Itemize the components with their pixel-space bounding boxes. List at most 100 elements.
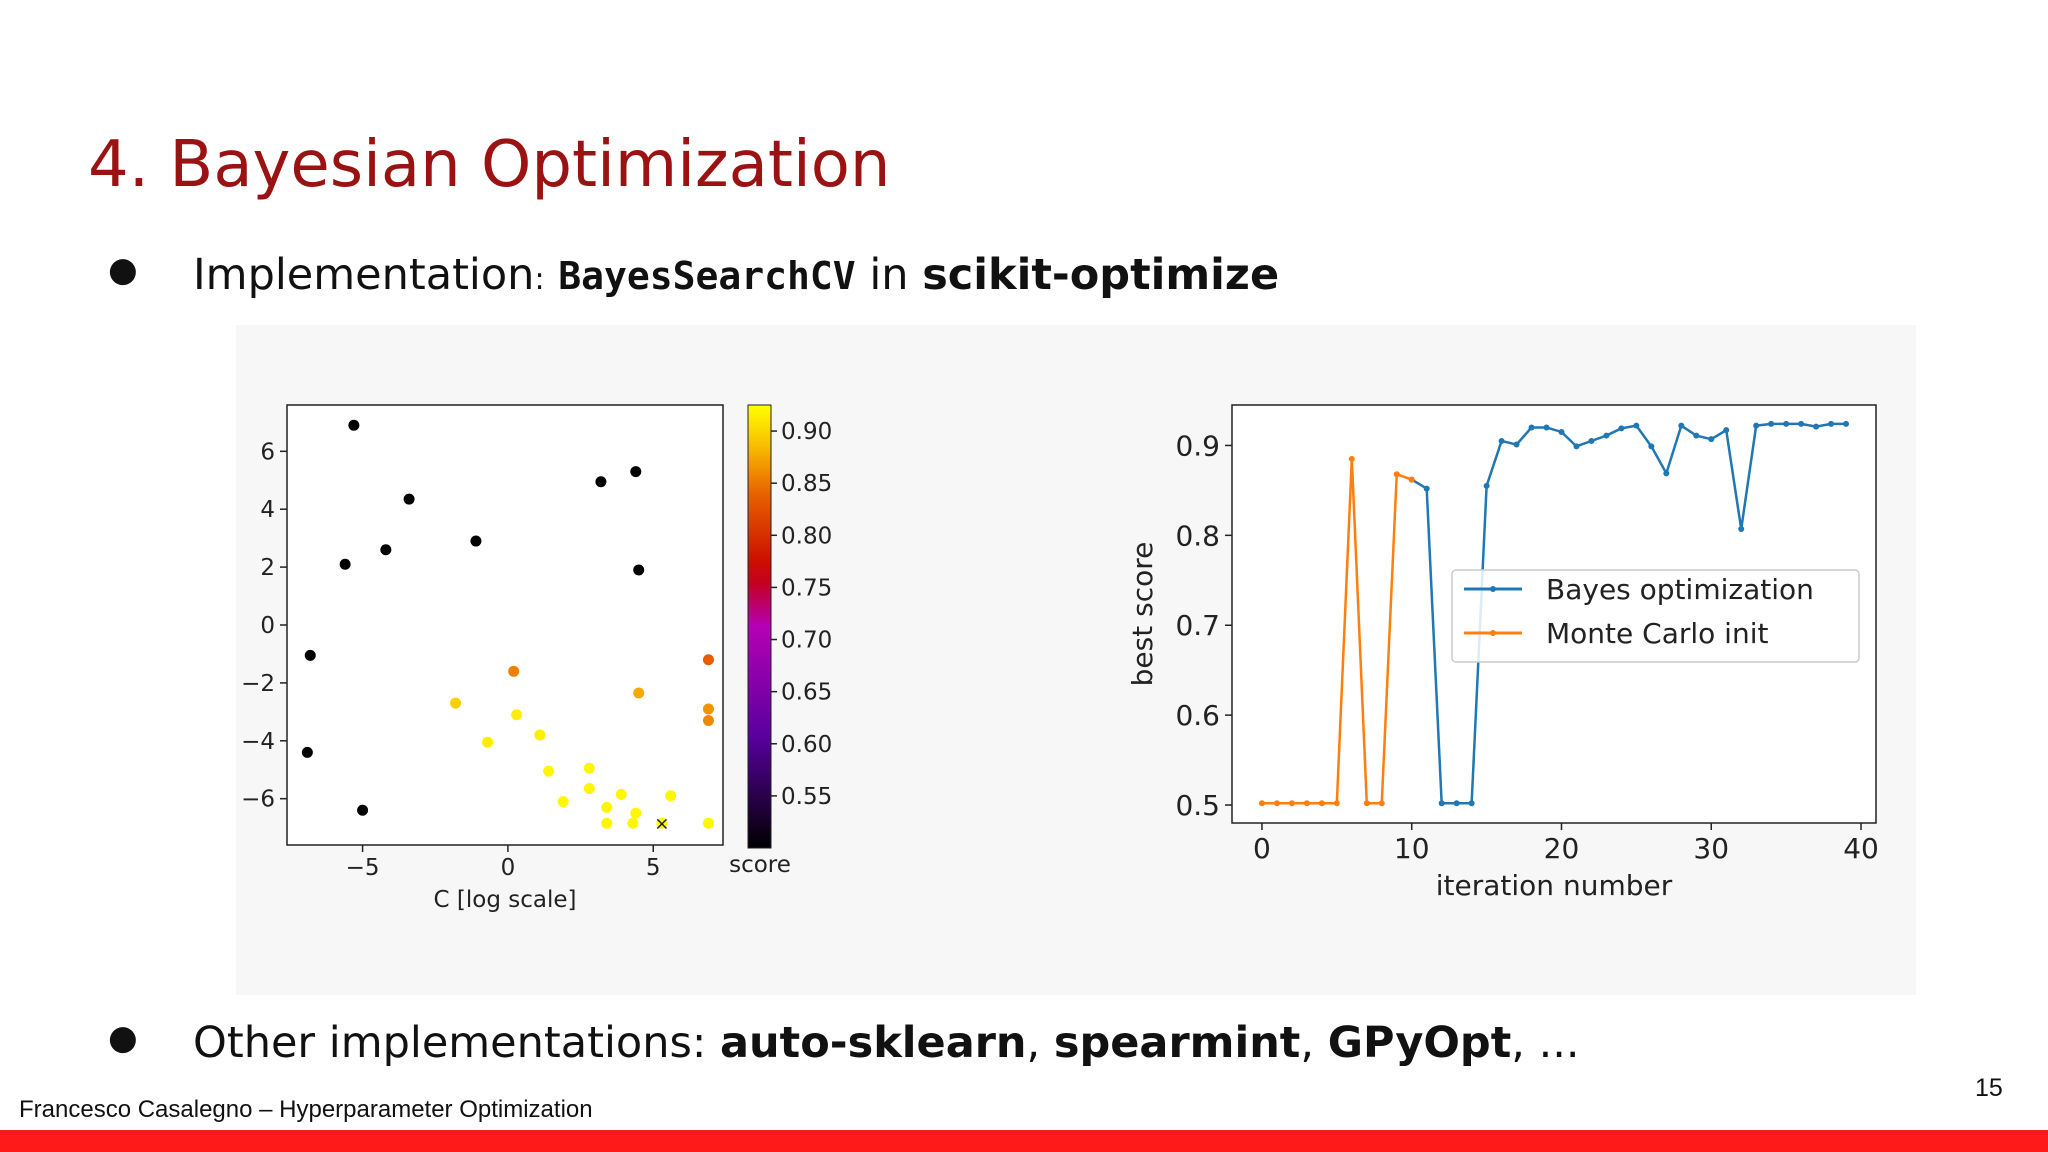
series-point-0 (1423, 485, 1430, 492)
series-point-1 (1258, 800, 1265, 807)
series-point-1 (1393, 471, 1400, 478)
x-tick-label: 0 (501, 855, 516, 881)
scatter-point (304, 649, 316, 661)
x-tick-label: 10 (1394, 832, 1430, 865)
y-tick-label: 2 (260, 555, 275, 581)
series-point-0 (1558, 428, 1565, 435)
y-tick-label: −4 (241, 729, 275, 755)
series-point-0 (1648, 443, 1655, 450)
scatter-point (595, 476, 607, 488)
legend-box (1451, 569, 1860, 663)
series-point-0 (1513, 441, 1520, 448)
scatter-point (665, 790, 677, 802)
scatter-point (583, 762, 595, 774)
series-point-0 (1813, 423, 1820, 430)
scatter-point (601, 801, 613, 813)
bullet-mid: in (869, 250, 909, 300)
series-point-0 (1438, 800, 1445, 807)
bullet-tail: , ... (1511, 1018, 1580, 1068)
scatter-point (508, 665, 520, 677)
scatter-point (702, 703, 714, 715)
series-point-1 (1318, 800, 1325, 807)
scatter-point (583, 783, 595, 795)
series-point-0 (1468, 800, 1475, 807)
series-point-0 (1828, 420, 1835, 427)
scatter-point (630, 807, 642, 819)
scatter-point (534, 729, 546, 741)
scatter-point (511, 709, 523, 721)
colorbar (747, 404, 772, 849)
y-tick-label: −6 (241, 787, 275, 813)
scatter-point (339, 558, 351, 570)
series-point-0 (1573, 443, 1580, 450)
series-point-1 (1363, 800, 1370, 807)
x-tick-label: 40 (1843, 832, 1879, 865)
comma: , (1026, 1018, 1041, 1068)
bullet-prefix: Implementation (193, 250, 535, 300)
x-axis-label: C [log scale] (434, 887, 577, 913)
scatter-point (450, 697, 462, 709)
series-point-0 (1738, 526, 1745, 533)
colorbar-tick-label: 0.65 (781, 680, 832, 706)
scatter-point (380, 544, 392, 556)
scatter-point (348, 419, 360, 431)
scatter-point (633, 564, 645, 576)
y-tick-label: 0.6 (1175, 699, 1220, 732)
scatter-point (470, 535, 482, 547)
colorbar-tick-label: 0.70 (781, 628, 832, 654)
x-axis-label: iteration number (1436, 869, 1673, 902)
legend-label-0: Bayes optimization (1546, 573, 1814, 606)
comma: , (1300, 1018, 1315, 1068)
scatter-point (601, 817, 613, 829)
y-tick-label: −2 (241, 671, 275, 697)
bullet-text: Other implementations: auto-sklearn, spe… (193, 1018, 1580, 1068)
scatter-point (357, 804, 369, 816)
lib-gpyopt: GPyOpt (1327, 1018, 1512, 1068)
series-point-0 (1768, 420, 1775, 427)
lib-scikit-optimize: scikit-optimize (922, 250, 1280, 300)
series-point-0 (1723, 427, 1730, 434)
bullet-dot: ● (108, 250, 138, 290)
scatter-point (301, 746, 313, 758)
x-tick-label: 30 (1693, 832, 1729, 865)
series-point-0 (1483, 482, 1490, 489)
series-point-0 (1543, 424, 1550, 431)
y-tick-label: 6 (260, 439, 275, 465)
colorbar-label: score (729, 852, 791, 878)
y-tick-label: 0 (260, 613, 275, 639)
series-point-0 (1618, 425, 1625, 432)
x-tick-label: 5 (646, 855, 661, 881)
code-bayessearchcv: BayesSearchCV (558, 254, 856, 298)
colorbar-tick-label: 0.60 (781, 732, 832, 758)
footer-author: Francesco Casalegno – Hyperparameter Opt… (19, 1096, 593, 1123)
series-point-0 (1453, 800, 1460, 807)
y-axis-label: best score (1126, 542, 1159, 687)
line-chart: 0 10 20 30 40 0.5 0.6 0.7 0.8 0.9 iteration number… (1126, 404, 1879, 902)
series-point-0 (1753, 422, 1760, 429)
scatter-point (633, 687, 645, 699)
scatter-point (702, 817, 714, 829)
series-point-1 (1348, 455, 1355, 462)
bullet-dot: ● (108, 1018, 138, 1058)
series-point-0 (1603, 432, 1610, 439)
series-point-0 (1498, 437, 1505, 444)
scatter-point (656, 817, 668, 829)
scatter-plot-area (286, 404, 724, 846)
scatter-point (615, 788, 627, 800)
series-point-1 (1303, 800, 1310, 807)
series-point-0 (1678, 422, 1685, 429)
lib-spearmint: spearmint (1053, 1018, 1301, 1068)
scatter-point (702, 654, 714, 666)
colorbar-tick-label: 0.90 (781, 419, 832, 445)
series-point-1 (1333, 800, 1340, 807)
x-tick-label: 20 (1544, 832, 1580, 865)
series-point-0 (1528, 424, 1535, 431)
y-tick-label: 0.5 (1175, 789, 1220, 822)
series-point-1 (1273, 800, 1280, 807)
colorbar-tick-label: 0.75 (781, 575, 832, 601)
colorbar-tick-label: 0.80 (781, 523, 832, 549)
scatter-point (557, 796, 569, 808)
bullet-text: Implementation: BayesSearchCV in scikit-… (193, 250, 1279, 300)
series-point-0 (1663, 470, 1670, 477)
legend-marker-0 (1490, 586, 1496, 592)
